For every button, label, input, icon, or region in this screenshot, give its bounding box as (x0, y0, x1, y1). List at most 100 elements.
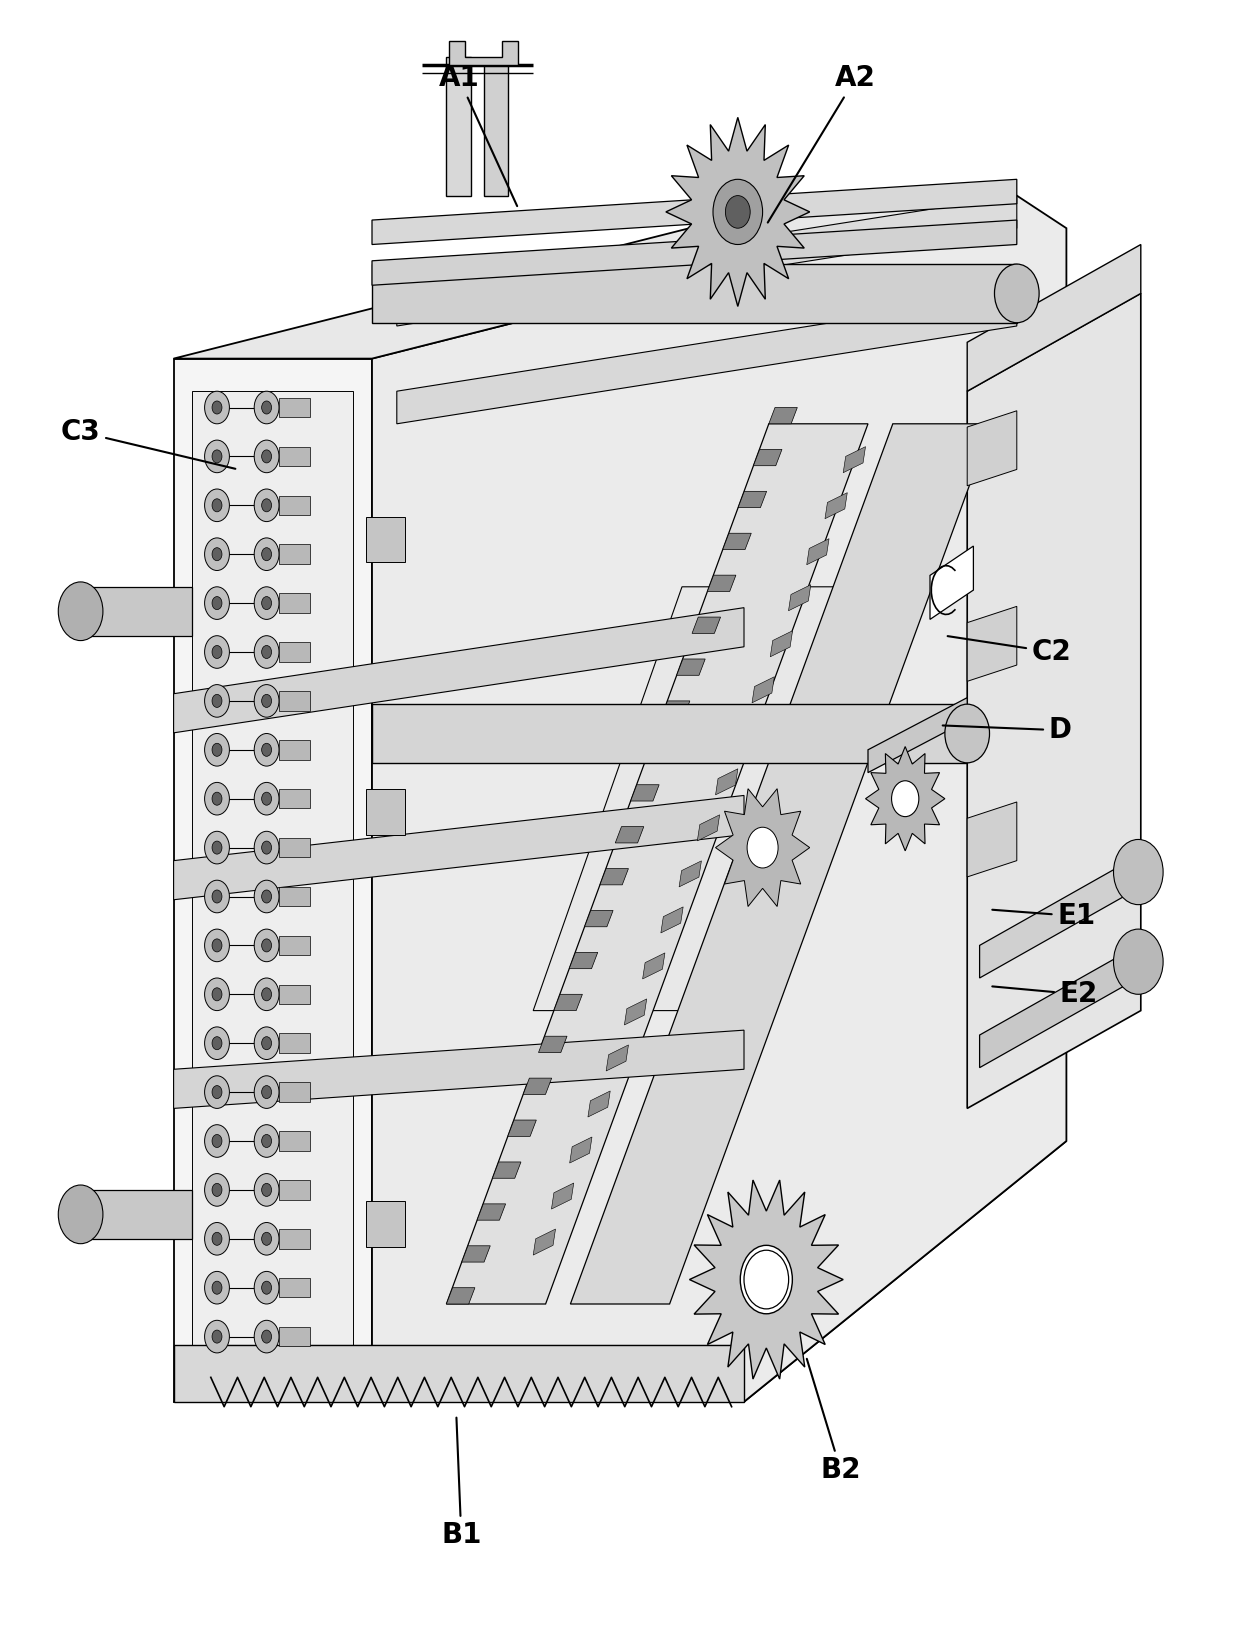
Polygon shape (600, 869, 629, 885)
Circle shape (212, 1086, 222, 1099)
Circle shape (205, 1027, 229, 1060)
Circle shape (212, 694, 222, 707)
Circle shape (205, 1320, 229, 1353)
Polygon shape (461, 1245, 490, 1262)
Circle shape (262, 1232, 272, 1245)
Circle shape (262, 792, 272, 805)
Circle shape (212, 1330, 222, 1343)
Circle shape (254, 880, 279, 913)
Circle shape (254, 1076, 279, 1108)
Circle shape (945, 704, 990, 763)
Circle shape (205, 978, 229, 1011)
Polygon shape (538, 1037, 567, 1053)
Polygon shape (372, 196, 1066, 1402)
Circle shape (994, 264, 1039, 323)
Circle shape (892, 781, 919, 817)
Text: E1: E1 (992, 901, 1095, 931)
Circle shape (205, 929, 229, 962)
Circle shape (212, 645, 222, 659)
Circle shape (254, 685, 279, 717)
Polygon shape (372, 704, 967, 763)
Circle shape (205, 1174, 229, 1206)
Polygon shape (666, 117, 810, 306)
Circle shape (212, 1134, 222, 1148)
Polygon shape (584, 911, 613, 927)
Circle shape (262, 597, 272, 610)
Circle shape (254, 1320, 279, 1353)
Circle shape (254, 489, 279, 522)
Circle shape (254, 538, 279, 570)
Circle shape (262, 548, 272, 561)
Bar (279, 1180, 310, 1200)
Circle shape (205, 685, 229, 717)
Circle shape (254, 831, 279, 864)
Circle shape (205, 734, 229, 766)
Polygon shape (533, 1229, 556, 1255)
Circle shape (1114, 929, 1163, 994)
Circle shape (254, 1222, 279, 1255)
Polygon shape (661, 906, 683, 932)
Polygon shape (707, 575, 735, 592)
Circle shape (212, 597, 222, 610)
Polygon shape (825, 492, 847, 518)
Polygon shape (967, 293, 1141, 1108)
Polygon shape (211, 1345, 732, 1377)
Text: B1: B1 (441, 1418, 481, 1550)
Polygon shape (734, 722, 756, 748)
Circle shape (262, 1037, 272, 1050)
Circle shape (744, 1250, 789, 1309)
Circle shape (254, 440, 279, 473)
Circle shape (714, 181, 761, 243)
Polygon shape (449, 41, 518, 65)
Polygon shape (484, 65, 508, 196)
Circle shape (262, 1281, 272, 1294)
Polygon shape (697, 815, 719, 841)
Polygon shape (552, 1183, 574, 1209)
Bar (279, 593, 310, 613)
Polygon shape (174, 1030, 744, 1108)
Polygon shape (677, 659, 706, 675)
Polygon shape (372, 220, 1017, 285)
Circle shape (262, 401, 272, 414)
Circle shape (205, 880, 229, 913)
Bar (279, 985, 310, 1004)
Circle shape (212, 1281, 222, 1294)
Bar (279, 691, 310, 711)
Bar (279, 887, 310, 906)
Text: C3: C3 (61, 417, 236, 469)
Circle shape (254, 636, 279, 668)
Polygon shape (554, 994, 583, 1011)
Circle shape (212, 792, 222, 805)
Polygon shape (689, 1180, 843, 1379)
Bar (279, 740, 310, 760)
Circle shape (262, 1134, 272, 1148)
Bar (279, 642, 310, 662)
Circle shape (205, 489, 229, 522)
Circle shape (262, 988, 272, 1001)
Polygon shape (723, 533, 751, 549)
Circle shape (262, 499, 272, 512)
Bar (279, 1033, 310, 1053)
Polygon shape (174, 359, 372, 1402)
Circle shape (205, 831, 229, 864)
Polygon shape (606, 1045, 629, 1071)
Bar (279, 544, 310, 564)
Text: A2: A2 (768, 64, 875, 223)
Circle shape (254, 391, 279, 424)
Circle shape (262, 743, 272, 756)
Bar (279, 1229, 310, 1249)
Circle shape (212, 743, 222, 756)
Circle shape (740, 1245, 792, 1314)
Circle shape (212, 841, 222, 854)
Polygon shape (588, 1090, 610, 1117)
Polygon shape (980, 945, 1138, 1068)
Polygon shape (967, 802, 1017, 877)
Polygon shape (738, 491, 766, 507)
Polygon shape (446, 57, 471, 196)
Bar (279, 838, 310, 857)
Circle shape (58, 582, 103, 641)
Bar (279, 1131, 310, 1151)
Polygon shape (397, 196, 1017, 326)
Polygon shape (967, 606, 1017, 681)
Polygon shape (642, 954, 665, 980)
